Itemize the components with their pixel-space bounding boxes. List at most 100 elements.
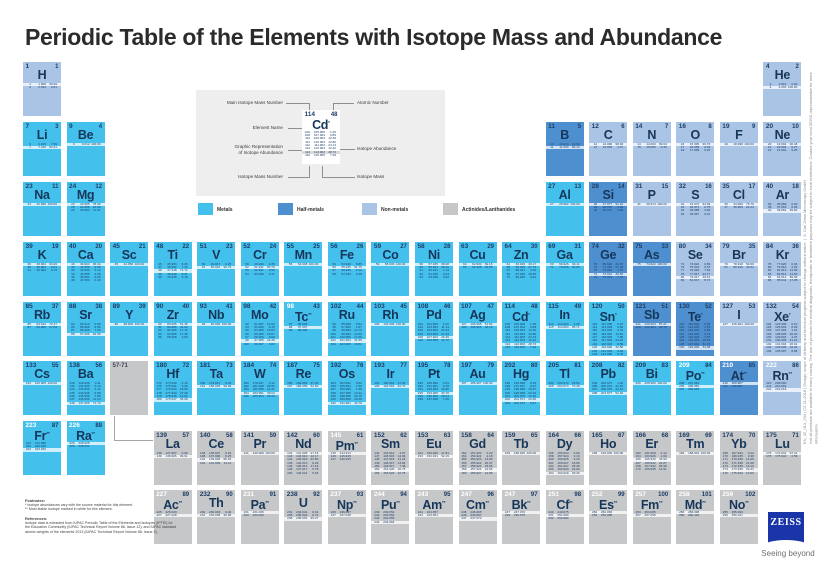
main-isotope-mass-number: 114 [304,111,316,118]
lanthanide-connector-horizontal [114,440,153,441]
isotope-row-main: 7 7.016 92.41 [23,145,61,150]
isotope-row: 132 131.905 0.10 [69,383,101,388]
element-cell-ho: 165 67 Ho 165 164.930 100.00 [589,431,628,485]
isotope-row-main: 231 231.036 [240,510,279,514]
isotope-list: 121 120.904 57.21 123 122.904 42.79 [632,322,671,330]
isotope-row-main: 4 4.003 100.00 [763,85,802,90]
element-cell-eu: 153 63 Eu 151 150.920 47.81 153 152.921 52.19 [414,431,453,485]
isotope-row: 124 123.903 4.74 [679,331,711,336]
element-cell-md: 258 101 Md** 258 258.098 260 260.104 [676,490,715,544]
isotope-row: 222 222.018 [25,443,46,448]
main-isotope-mass-number: 88 [69,303,77,310]
isotope-row: 260 260.104 [679,512,700,517]
main-isotope-mass-number: 205 [548,362,559,369]
element-cell-ar: 40 18 Ar 36 35.968 0.33 38 37.963 0.06 40 39.962 99… [763,182,802,236]
element-cell-p: 31 15 P 31 30.974 100.00 [632,182,671,236]
atomic-number: 87 [51,423,59,429]
main-isotope-mass-number: 48 [156,243,164,250]
main-isotope-mass-number: 93 [199,303,207,310]
isotope-list: 152 151.920 0.20 154 153.921 2.18 155 154.923 14… [458,451,497,476]
isotope-row: 128 127.904 31.74 [679,341,711,346]
isotope-row-main: 133 132.905 100.00 [23,381,61,385]
main-isotope-mass-number: 114 [504,303,516,310]
isotope-row: 70 69.924 20.57 [593,261,624,266]
isotope-row-main: 152 151.920 26.75 [371,468,410,472]
element-symbol: Co [382,248,399,262]
isotope-list: 162 161.929 0.14 164 163.929 1.60 166 165.930 33… [632,451,671,472]
atomic-number: 25 [313,244,320,250]
isotope-row: 204 203.973 6.87 [504,400,537,405]
isotope-row-main: 93 92.906 100.00 [197,322,236,326]
isotope-list: 1 1.008 99.99 2 2.014 0.01 [23,82,61,90]
atomic-number: 39 [138,304,146,310]
element-cell-dy: 164 66 Dy 156 155.924 0.06 158 157.924 0.10 160 15… [545,431,584,485]
isotope-list: 55 54.938 100.00 [284,262,323,266]
isotope-row: 168 167.934 0.12 [722,450,754,455]
element-cell-re: 187 75 Re 185 184.953 37.40 187 186.956 62.60 [284,361,323,415]
isotope-list: 138 137.907 0.09 139 138.906 99.91 [153,451,192,459]
isotope-list: 130 129.906 0.11 132 131.905 0.10 134 133.905 2.… [66,381,105,406]
atomic-number: 94 [400,492,407,498]
legend-line [322,176,355,178]
isotope-row: 190 189.960 0.01 [417,380,449,385]
isotope-row: 125 124.904 7.07 [679,335,711,340]
element-symbol: Cs [34,367,50,381]
isotope-list: 10 10.013 19.90 11 11.009 80.10 [545,142,584,150]
isotope-row: 208 207.981 [679,380,700,385]
isotope-list: 231 231.036 233 233.040 [240,510,279,518]
element-cell-si: 28 14 Si 28 27.977 92.22 29 28.976 4.69 30 29.974 3… [589,182,628,236]
isotope-list: 75 74.922 100.00 [632,262,671,266]
isotope-list: 40 39.963 96.94 42 41.959 0.65 43 42.959 0.14 44 4… [66,262,105,283]
isotope-row: 211 210.987 [722,383,743,388]
element-symbol: Po** [685,369,705,384]
element-symbol: Nb [208,308,225,322]
isotope-row: 91 90.906 11.22 [158,324,188,329]
isotope-row: 253 253.085 [635,509,656,514]
main-isotope-mass-number: 64 [504,243,512,250]
isotope-list: 35 34.969 75.76 37 36.966 24.24 [719,202,758,210]
isotope-list: 39 38.964 93.26 40 39.964 0.01 41 40.962 6.73 [23,262,61,273]
main-isotope-mass-number: 223 [25,422,37,429]
main-isotope-mass-number: 39 [25,243,33,250]
isotope-row-main: 102 101.904 31.55 [327,339,366,343]
isotope-row-main: 237 237.048 [327,513,366,518]
element-cell-tb: 159 65 Tb 159 158.925 100.00 [502,431,541,485]
element-symbol: No** [729,498,749,513]
isotope-row: 43 42.959 0.14 [71,268,101,273]
main-isotope-mass-number: 243 [417,491,429,498]
isotope-list: 252 252.083 254 254.088 [589,510,628,518]
isotope-row-main: 89 88.906 100.00 [110,322,149,326]
isotope-list: 203 202.972 29.52 205 204.974 70.48 [545,381,584,389]
isotope-row: 177 176.943 18.60 [156,387,188,392]
isotope-row-main: 39 38.964 93.26 [23,262,61,266]
atomic-number: 35 [748,244,756,250]
isotope-row: 254 254.088 [591,512,613,517]
atomic-number: 64 [487,433,494,439]
isotope-row: 92 91.905 17.15 [158,328,188,333]
element-symbol: Ac** [163,498,183,513]
element-symbol: La [165,437,180,451]
main-isotope-mass-number: 23 [25,183,33,190]
atomic-number: 74 [269,363,277,369]
element-cell-no: 259 102 No** 255 255.093 259 259.101 [719,490,758,544]
element-cell-pa: 231 91 Pa** 231 231.036 233 233.040 [240,490,279,544]
main-isotope-mass-number: 19 [722,123,730,130]
atomic-number: 2 [795,64,799,70]
isotope-row-main: 115 114.904 95.71 [545,325,584,330]
isotope-row: 190 189.958 26.26 [330,397,362,402]
isotope-row: 149 148.917 13.82 [374,460,406,465]
atomic-number: 27 [400,244,407,250]
element-symbol: Ca [77,248,94,262]
isotope-row: 129 128.905 26.40 [766,331,798,336]
isotope-list: 234 234.041 0.01 235 235.044 0.72 238 238.051 99… [284,510,323,521]
element-cell-tm: 169 69 Tm 169 168.934 100.00 [676,431,715,485]
isotope-row-main: 251 251.080 [545,513,584,518]
isotope-row-main: 169 168.934 100.00 [676,451,715,455]
isotope-row: 156 155.922 20.47 [461,460,493,465]
footnotes: Footnotes: * Isotope abundances vary wit… [25,498,177,534]
element-symbol: Li [36,128,48,142]
isotope-row: 204 203.973 1.40 [591,380,624,385]
element-cell-hg: 202 80 Hg 196 195.966 0.15 198 197.967 9.97 199 19… [502,361,541,415]
isotope-row: 211 210.991 [766,383,787,388]
isotope-row: 186 185.954 1.59 [330,383,362,388]
